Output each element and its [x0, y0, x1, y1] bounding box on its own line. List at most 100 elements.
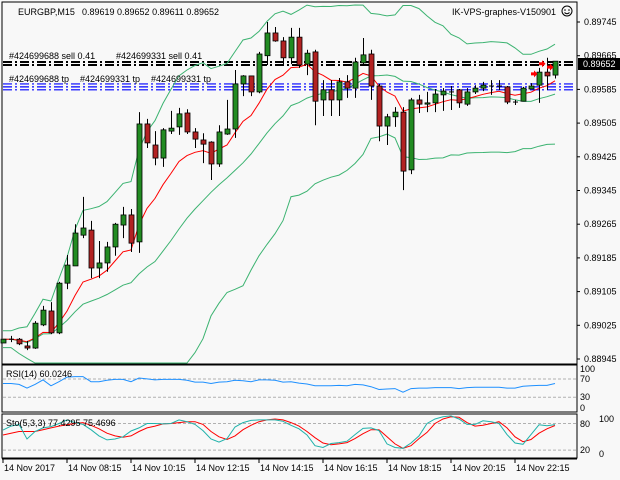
- candle-bull-body: [424, 102, 431, 105]
- candle: [224, 99, 231, 135]
- candle-bear-body: [376, 85, 383, 127]
- candle-bull-body: [32, 322, 39, 349]
- candle: [232, 70, 239, 138]
- candle-bull-body: [528, 85, 535, 90]
- candle-bull-body: [288, 36, 295, 59]
- candle: [336, 78, 343, 116]
- candle-bull-body: [352, 61, 359, 89]
- candle: [472, 85, 479, 95]
- stochastic-tick-label: 80: [580, 419, 590, 429]
- candle-bear-body: [200, 139, 207, 145]
- candle-bear-body: [152, 144, 159, 159]
- candle-bull-body: [432, 93, 439, 104]
- stochastic-tick-label: 100: [599, 414, 614, 424]
- candle: [248, 75, 255, 97]
- candle-bear-body: [416, 99, 423, 105]
- bollinger-upper-band: [3, 4, 556, 332]
- rsi-panel: [1, 364, 578, 413]
- candle: [144, 118, 151, 148]
- candle: [384, 113, 391, 146]
- order-label-sell-2: #424699331 sell 0.41: [116, 51, 202, 61]
- candle: [280, 37, 287, 65]
- candle: [72, 224, 79, 267]
- candle-bull-body: [64, 264, 71, 284]
- candle: [352, 57, 359, 98]
- candle: [168, 110, 175, 135]
- candle-bear-body: [48, 310, 55, 334]
- time-tick-label: 14 Nov 18:15: [388, 463, 442, 473]
- candle-bull-body: [552, 60, 559, 76]
- candle: [120, 206, 127, 239]
- candle-bull-body: [440, 90, 447, 96]
- candle-bear-body: [504, 86, 511, 103]
- candle: [136, 112, 143, 253]
- main-chart-layer: [0, 4, 576, 364]
- price-tick-label: 0.89265: [584, 219, 617, 229]
- candle-bear-body: [192, 131, 199, 140]
- candle-bull-body: [392, 111, 399, 118]
- stochastic-tick-label: 0: [599, 449, 604, 459]
- candle-bull-body: [136, 123, 143, 243]
- candle: [320, 80, 327, 116]
- candle: [296, 27, 303, 68]
- candle: [536, 67, 543, 103]
- order-label-tp-1: #424699688 tp: [9, 74, 69, 84]
- moving-average-line: [3, 63, 556, 343]
- candle: [192, 128, 199, 148]
- candle: [520, 86, 527, 102]
- rsi-tick-label: 70: [580, 374, 590, 384]
- time-tick-label: 14 Nov 20:15: [452, 463, 506, 473]
- order-label-tp-2: #424699331 tp: [80, 74, 140, 84]
- axis-layer: 0.89745 0.89665 0.89585 0.89505 0.89425 0.893…: [2, 17, 617, 473]
- order-label-sell-1: #424699688 sell 0.41: [9, 51, 95, 61]
- candle: [200, 133, 207, 164]
- price-tick-label: 0.89105: [584, 287, 617, 297]
- candle-bull-body: [112, 223, 119, 248]
- price-tick-label: 0.89345: [584, 186, 617, 196]
- candle-bull-body: [408, 99, 415, 171]
- price-tick-label: 0.88945: [584, 354, 617, 364]
- ohlc-readout: 0.89619 0.89652 0.89611 0.89652: [82, 7, 219, 17]
- candle-bull-body: [264, 32, 271, 57]
- candle: [160, 128, 167, 167]
- candle-bull-body: [40, 309, 47, 326]
- candle-bull-body: [472, 87, 479, 93]
- candle: [176, 107, 183, 135]
- candle: [408, 97, 415, 175]
- candle-bear-body: [544, 71, 551, 77]
- candle-bull-body: [160, 129, 167, 159]
- stochastic-tick-label: 20: [580, 445, 590, 455]
- smiley-icon: [561, 5, 573, 17]
- candle: [40, 305, 47, 327]
- current-price-label: 0.89652: [583, 59, 616, 69]
- symbol-label: EURGBP,M15: [18, 7, 75, 17]
- candle-bear-body: [144, 123, 151, 144]
- candle: [16, 337, 23, 346]
- candle-bull-body: [320, 89, 327, 101]
- rsi-line: [3, 376, 556, 393]
- time-tick-label: 14 Nov 22:15: [516, 463, 570, 473]
- candle: [56, 281, 63, 335]
- current-price-tag: [578, 58, 620, 70]
- candle: [88, 220, 95, 279]
- candle: [80, 196, 87, 239]
- price-tick-label: 0.89665: [584, 51, 617, 61]
- candle: [48, 302, 55, 335]
- candle-bull-body: [304, 52, 311, 65]
- candle: [288, 27, 295, 65]
- candle-bear-body: [344, 81, 351, 89]
- candle-bull-body: [216, 131, 223, 165]
- candle: [432, 88, 439, 113]
- candle-bear-body: [296, 36, 303, 66]
- candle: [264, 22, 271, 65]
- candle: [416, 94, 423, 113]
- candle-bear-body: [208, 141, 215, 165]
- rsi-tick-label: 30: [580, 392, 590, 402]
- price-tick-label: 0.89025: [584, 320, 617, 330]
- candle: [344, 75, 351, 98]
- bollinger-lower-band: [3, 133, 556, 364]
- sell-arrow-icon: [531, 70, 538, 78]
- candle: [552, 60, 559, 79]
- candle: [256, 51, 263, 94]
